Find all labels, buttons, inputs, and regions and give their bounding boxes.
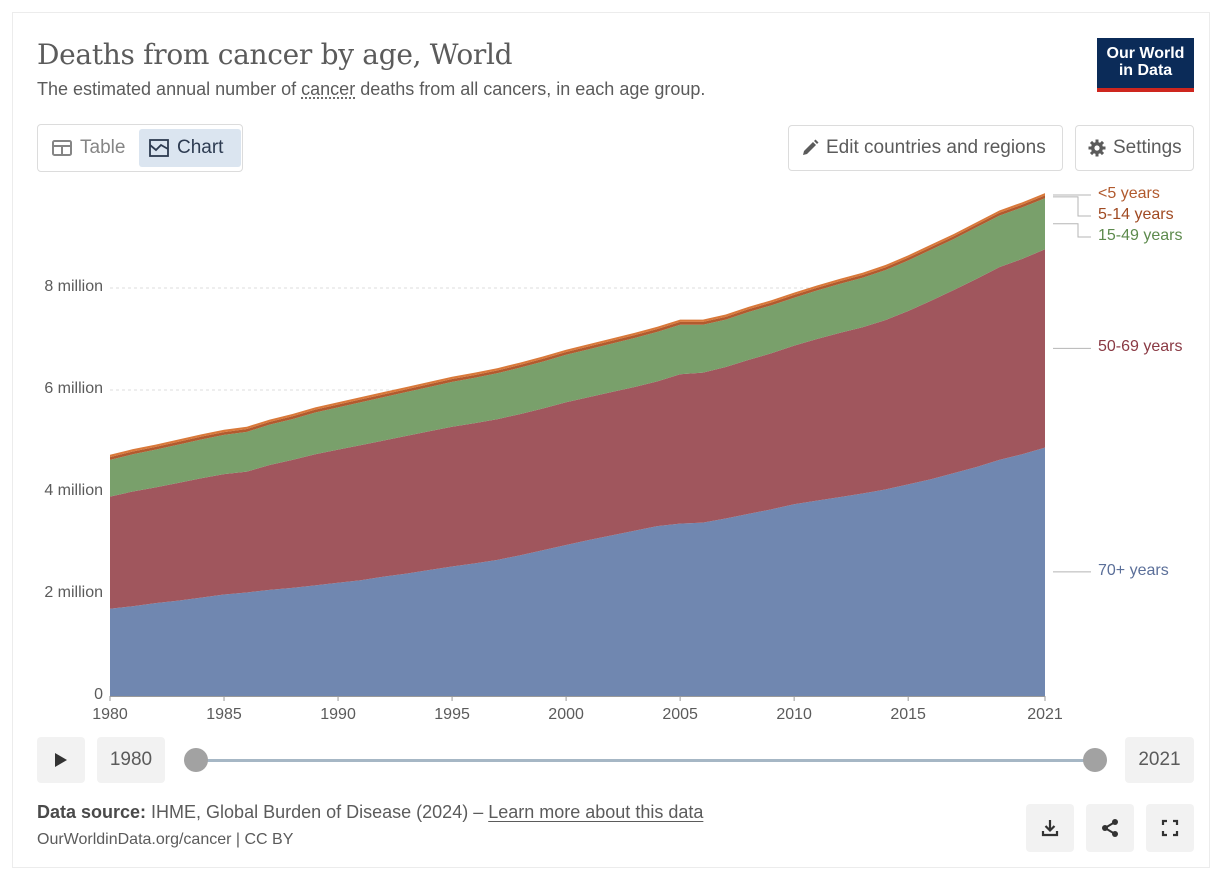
x-tick-label: 2021 bbox=[1027, 706, 1063, 723]
chart-frame bbox=[12, 12, 1210, 868]
tab-table[interactable]: Table bbox=[44, 129, 140, 167]
y-tick-label: 4 million bbox=[44, 482, 103, 499]
y-tick-label: 6 million bbox=[44, 380, 103, 397]
y-tick-label: 0 bbox=[94, 686, 103, 703]
settings-label: Settings bbox=[1113, 137, 1182, 158]
fullscreen-icon bbox=[1161, 819, 1179, 837]
timeline-track[interactable] bbox=[196, 759, 1095, 762]
x-tick-label: 2005 bbox=[662, 706, 698, 723]
gear-icon bbox=[1088, 139, 1106, 157]
logo-line-1: Our World bbox=[1106, 45, 1185, 62]
series-label-5-14-years: 5-14 years bbox=[1098, 206, 1174, 223]
source-label: Data source: bbox=[37, 802, 147, 822]
y-tick-label: 8 million bbox=[44, 278, 103, 295]
edit-countries-button[interactable]: Edit countries and regions bbox=[788, 125, 1063, 171]
series-label-50-69-years: 50-69 years bbox=[1098, 338, 1183, 356]
series-label-under-5-years: <5 years bbox=[1098, 185, 1160, 202]
series-label-15-49-years: 15-49 years bbox=[1098, 227, 1183, 244]
x-tick-label: 1990 bbox=[320, 706, 356, 723]
chart-subtitle: The estimated annual number of cancer de… bbox=[37, 79, 705, 100]
y-tick-label: 2 million bbox=[44, 584, 103, 601]
fullscreen-button[interactable] bbox=[1146, 804, 1194, 852]
timeline-start-handle[interactable] bbox=[184, 748, 208, 772]
subtitle-text-end: deaths from all cancers, in each age gro… bbox=[355, 79, 706, 99]
subtitle-text-start: The estimated annual number of bbox=[37, 79, 302, 99]
subtitle-cancer-link[interactable]: cancer bbox=[301, 79, 356, 99]
settings-button[interactable]: Settings bbox=[1075, 125, 1194, 171]
x-tick-label: 1980 bbox=[92, 706, 128, 723]
citation[interactable]: OurWorldinData.org/cancer | CC BY bbox=[37, 831, 294, 848]
tab-chart-label: Chart bbox=[177, 137, 224, 158]
source-text: IHME, Global Burden of Disease (2024) – bbox=[146, 802, 489, 822]
chart-icon bbox=[149, 139, 169, 157]
owid-logo[interactable]: Our World in Data bbox=[1097, 38, 1194, 92]
download-button[interactable] bbox=[1026, 804, 1074, 852]
share-icon bbox=[1102, 819, 1118, 837]
x-tick-label: 2000 bbox=[548, 706, 584, 723]
view-toggle: Table Chart bbox=[37, 124, 243, 172]
table-icon bbox=[52, 140, 72, 156]
end-year-box[interactable]: 2021 bbox=[1125, 737, 1194, 783]
timeline-end-handle[interactable] bbox=[1083, 748, 1107, 772]
tab-table-label: Table bbox=[80, 137, 126, 158]
tab-chart[interactable]: Chart bbox=[139, 129, 241, 167]
play-icon bbox=[55, 753, 67, 767]
download-icon bbox=[1041, 820, 1059, 837]
play-button[interactable] bbox=[37, 737, 85, 783]
logo-line-2: in Data bbox=[1118, 62, 1173, 79]
learn-more-link[interactable]: Learn more about this data bbox=[488, 802, 704, 822]
x-tick-label: 2015 bbox=[890, 706, 926, 723]
chart-title: Deaths from cancer by age, World bbox=[37, 38, 513, 71]
series-label-70-plus-years: 70+ years bbox=[1098, 561, 1169, 579]
x-tick-label: 1995 bbox=[434, 706, 470, 723]
edit-countries-label: Edit countries and regions bbox=[826, 137, 1046, 158]
start-year-box[interactable]: 1980 bbox=[97, 737, 165, 783]
x-tick-label: 1985 bbox=[206, 706, 242, 723]
pencil-icon bbox=[803, 139, 819, 155]
x-tick-label: 2010 bbox=[776, 706, 812, 723]
data-source: Data source: IHME, Global Burden of Dise… bbox=[37, 802, 703, 823]
share-button[interactable] bbox=[1086, 804, 1134, 852]
